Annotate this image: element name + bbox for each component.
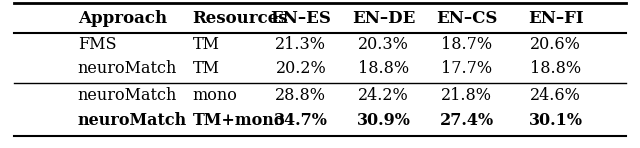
Text: 34.7%: 34.7% [274,112,328,129]
Text: EN–FI: EN–FI [528,10,584,27]
Text: 30.9%: 30.9% [356,112,411,129]
Text: Resources: Resources [193,10,288,27]
Text: 27.4%: 27.4% [440,112,493,129]
Text: TM+mono: TM+mono [193,112,285,129]
Text: EN–ES: EN–ES [271,10,332,27]
Text: 28.8%: 28.8% [275,87,326,104]
Text: neuroMatch: neuroMatch [78,112,187,129]
Text: EN–CS: EN–CS [436,10,497,27]
Text: TM: TM [193,60,220,77]
Text: 20.6%: 20.6% [531,36,581,53]
Text: 20.2%: 20.2% [275,60,326,77]
Text: mono: mono [193,87,237,104]
Text: 21.3%: 21.3% [275,36,326,53]
Text: neuroMatch: neuroMatch [78,60,177,77]
Text: 18.7%: 18.7% [441,36,492,53]
Text: 17.7%: 17.7% [441,60,492,77]
Text: EN–DE: EN–DE [352,10,415,27]
Text: 20.3%: 20.3% [358,36,409,53]
Text: 18.8%: 18.8% [358,60,410,77]
Text: 30.1%: 30.1% [529,112,583,129]
Text: 24.2%: 24.2% [358,87,409,104]
Text: 18.8%: 18.8% [530,60,581,77]
Text: Approach: Approach [78,10,167,27]
Text: TM: TM [193,36,220,53]
Text: 24.6%: 24.6% [531,87,581,104]
Text: FMS: FMS [78,36,116,53]
Text: 21.8%: 21.8% [441,87,492,104]
Text: neuroMatch: neuroMatch [78,87,177,104]
